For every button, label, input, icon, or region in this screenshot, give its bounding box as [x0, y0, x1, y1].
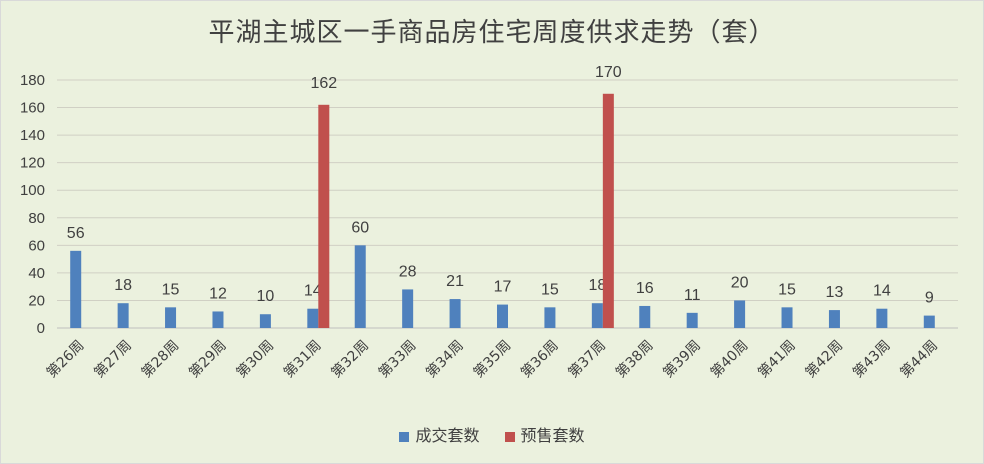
legend-label-presale: 预售套数 [520, 426, 585, 445]
data-label-deals: 13 [826, 284, 844, 301]
bar-presale [602, 93, 614, 329]
data-label-deals: 15 [778, 281, 796, 298]
legend-item-deals: 成交套数 [399, 422, 479, 446]
bar-deals [70, 250, 82, 328]
x-tick-label: 第36周 [517, 337, 561, 381]
x-tick-label: 第35周 [470, 337, 514, 381]
data-label-deals: 16 [636, 280, 654, 297]
y-tick-label: 80 [28, 210, 45, 227]
bar-deals [497, 304, 508, 328]
x-tick-label: 第31周 [280, 337, 324, 381]
bar-deals [259, 314, 271, 328]
x-tick-label: 第37周 [565, 337, 609, 381]
y-tick-label: 160 [20, 100, 45, 117]
legend-swatch-presale [504, 431, 515, 442]
x-tick-label: 第27周 [91, 337, 135, 381]
bar-presale [318, 104, 330, 328]
data-label-presale: 170 [595, 64, 622, 81]
x-tick-label: 第38周 [612, 337, 656, 381]
data-label-deals: 56 [67, 225, 85, 242]
bar-deals [402, 289, 414, 328]
x-tick-label: 第32周 [328, 337, 372, 381]
x-tick-label: 第26周 [43, 337, 87, 381]
legend: 成交套数 预售套数 [0, 422, 984, 446]
data-label-deals: 21 [446, 273, 464, 290]
x-tick-label: 第29周 [185, 337, 229, 381]
legend-label-deals: 成交套数 [415, 426, 480, 445]
bar-deals [734, 300, 746, 328]
data-label-deals: 11 [684, 287, 701, 304]
data-label-deals: 9 [925, 290, 934, 307]
data-label-deals: 18 [588, 277, 606, 294]
data-label-deals: 15 [541, 281, 559, 298]
data-label-deals: 18 [114, 277, 132, 294]
y-tick-label: 140 [20, 127, 45, 144]
x-tick-label: 第28周 [138, 337, 182, 381]
bar-deals [876, 308, 888, 328]
x-tick-label: 第40周 [707, 337, 751, 381]
data-label-deals: 14 [304, 283, 322, 300]
data-label-deals: 28 [399, 263, 417, 280]
bar-deals [923, 315, 935, 328]
x-tick-label: 第33周 [375, 337, 419, 381]
x-tick-label: 第43周 [849, 337, 893, 381]
data-label-deals: 60 [351, 219, 369, 236]
data-label-deals: 15 [162, 281, 180, 298]
x-tick-label: 第44周 [897, 337, 941, 381]
bar-deals [591, 303, 603, 328]
y-tick-label: 100 [20, 182, 45, 199]
legend-item-presale: 预售套数 [504, 422, 585, 446]
bar-deals [354, 245, 366, 328]
y-tick-label: 20 [28, 292, 45, 309]
data-label-deals: 14 [873, 283, 891, 300]
bar-deals [686, 312, 698, 328]
legend-swatch-deals [399, 431, 410, 442]
x-tick-label: 第42周 [802, 337, 846, 381]
bar-deals [165, 307, 177, 328]
y-tick-label: 40 [28, 265, 45, 282]
y-tick-label: 60 [28, 237, 45, 254]
bar-deals [117, 303, 129, 328]
bar-deals [781, 307, 793, 328]
x-tick-label: 第30周 [233, 337, 277, 381]
bar-deals [307, 308, 319, 328]
x-tick-label: 第41周 [754, 337, 798, 381]
y-tick-label: 120 [20, 155, 45, 172]
chart-title: 平湖主城区一手商品房住宅周度供求走势（套） [208, 18, 776, 48]
data-label-deals: 17 [494, 279, 512, 296]
y-tick-label: 180 [20, 72, 45, 89]
data-label-deals: 10 [256, 288, 274, 305]
data-label-deals: 12 [209, 285, 227, 302]
x-tick-label: 第34周 [422, 337, 466, 381]
bar-deals [212, 311, 224, 328]
x-tick-label: 第39周 [660, 337, 704, 381]
bar-deals [544, 307, 556, 328]
y-tick-label: 0 [37, 320, 45, 337]
data-label-deals: 20 [731, 274, 749, 291]
bar-deals [449, 299, 461, 328]
bar-deals [639, 305, 651, 328]
data-label-presale: 162 [310, 75, 337, 92]
bar-deals [828, 310, 840, 328]
